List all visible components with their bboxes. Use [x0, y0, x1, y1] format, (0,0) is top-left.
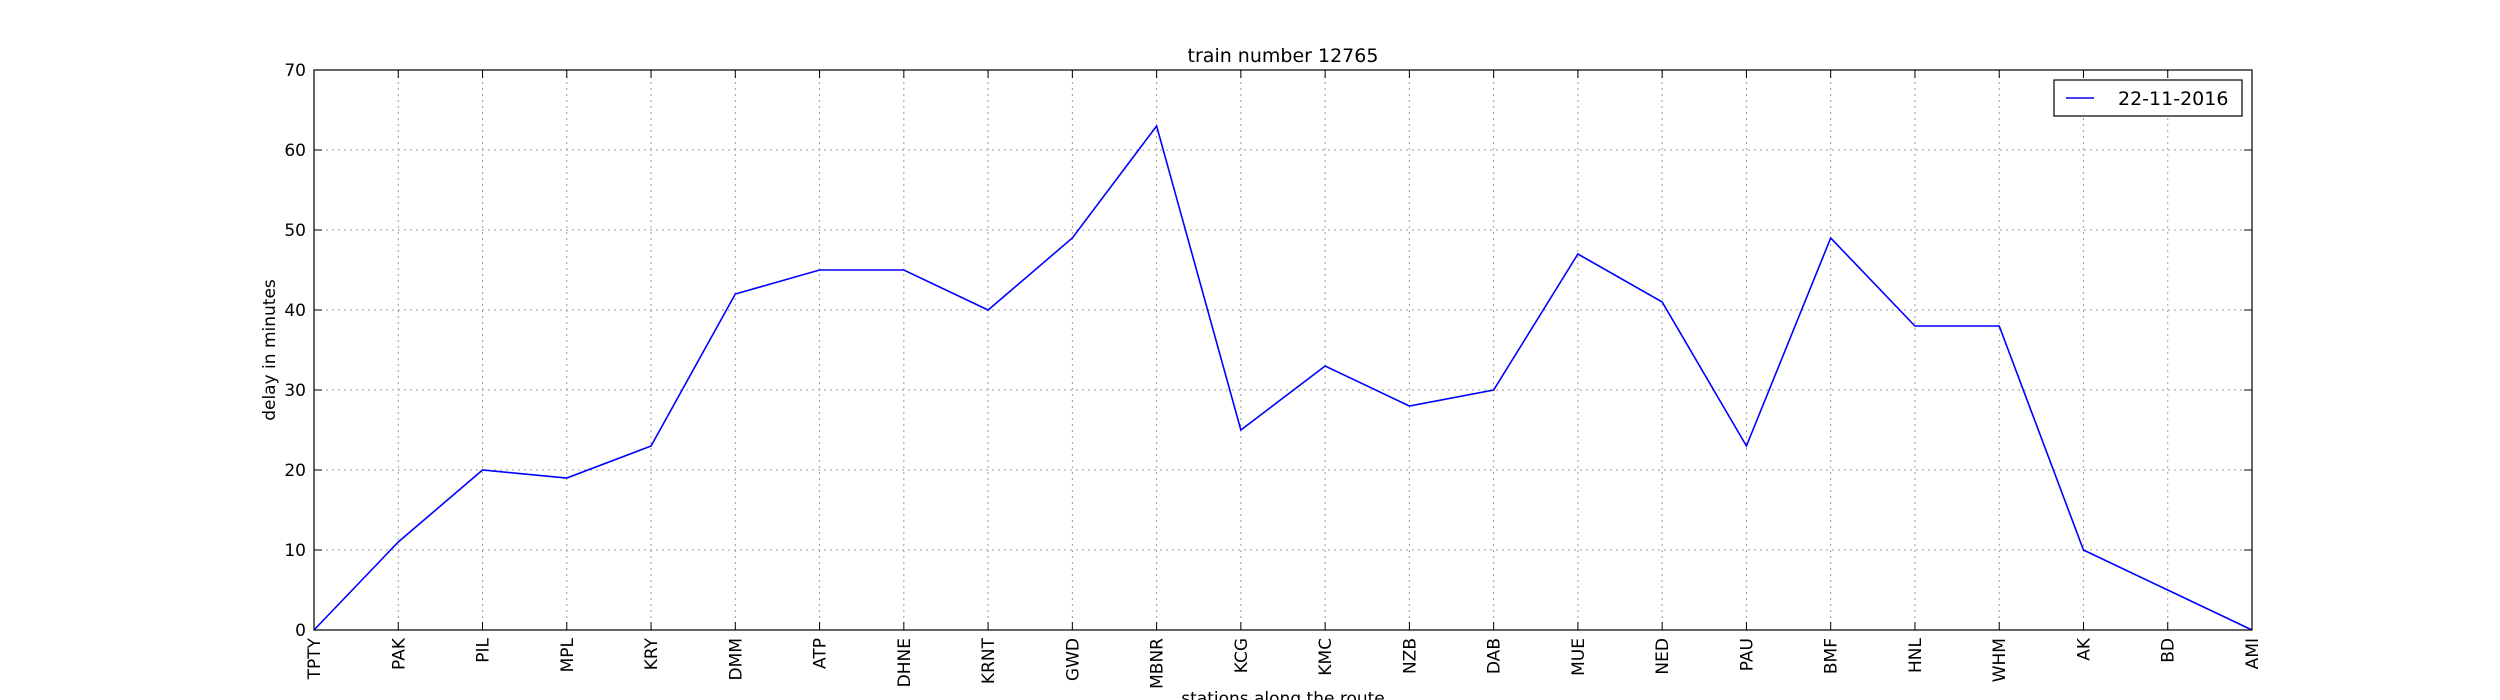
x-tick-label: AK — [2074, 637, 2094, 661]
plot-frame — [313, 69, 2253, 631]
x-tick-label: MUE — [1569, 638, 1589, 676]
x-tick-label: DHNE — [895, 638, 915, 687]
x-tick-label: PAU — [1737, 638, 1757, 671]
x-tick-label: GWD — [1063, 638, 1083, 681]
x-tick-label: KRY — [642, 637, 662, 670]
x-tick-label: PAK — [389, 637, 409, 670]
x-tick-label: NZB — [1400, 638, 1420, 674]
y-tick-label: 50 — [284, 221, 306, 241]
x-tick-label: KCG — [1232, 638, 1252, 673]
x-axis-label: stations along the route — [1181, 689, 1385, 700]
y-tick-label: 30 — [284, 381, 306, 401]
x-tick-label: DMM — [726, 638, 746, 680]
x-tick-label: KMC — [1316, 638, 1336, 676]
x-tick-label: NED — [1653, 638, 1673, 675]
x-tick-label: MPL — [558, 637, 578, 672]
x-tick-label: MBNR — [1148, 638, 1168, 689]
y-tick-label: 10 — [284, 541, 306, 561]
y-tick-label: 70 — [284, 61, 306, 81]
grid — [313, 69, 2253, 631]
x-tick-label: WHM — [1990, 638, 2010, 682]
chart-title: train number 12765 — [1188, 45, 1379, 67]
x-axis: TPTY PAK PIL MPL KRY DMM ATP DHNE KRNT GWD MBNR KCG… — [305, 70, 2263, 689]
x-tick-label: AMI — [2243, 638, 2263, 669]
x-tick-label: BD — [2159, 638, 2179, 663]
y-tick-label: 0 — [295, 621, 306, 641]
x-tick-label: DAB — [1485, 638, 1505, 674]
y-axis-label: delay in minutes — [260, 279, 280, 421]
legend-label: 22-11-2016 — [2118, 88, 2228, 110]
legend: 22-11-2016 — [2053, 79, 2243, 117]
x-tick-label: KRNT — [979, 637, 999, 684]
x-tick-label: ATP — [811, 638, 831, 669]
y-tick-label: 60 — [284, 141, 306, 161]
y-tick-label: 40 — [284, 301, 306, 321]
x-tick-label: BMF — [1822, 638, 1842, 674]
y-tick-label: 20 — [284, 461, 306, 481]
y-axis: 0 10 20 30 40 50 60 70 — [284, 61, 2252, 641]
x-tick-label: TPTY — [305, 637, 325, 680]
plot-area — [313, 124, 2253, 631]
x-tick-label: PIL — [474, 637, 494, 662]
series-line — [313, 124, 2253, 631]
x-tick-label: HNL — [1906, 637, 1926, 673]
